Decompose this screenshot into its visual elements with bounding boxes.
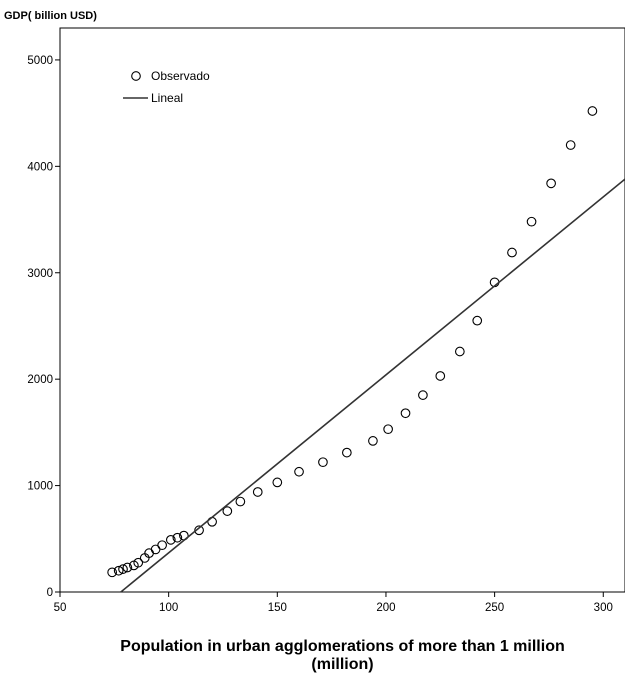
data-point — [222, 506, 233, 516]
data-point — [341, 447, 352, 458]
data-point — [383, 424, 393, 435]
data-point — [235, 496, 246, 507]
x-tick-label: 100 — [159, 602, 178, 614]
legend-point-symbol — [131, 71, 141, 81]
y-tick-label: 0 — [47, 587, 53, 599]
data-point — [526, 216, 537, 227]
legend-label-line: Lineal — [151, 91, 183, 105]
data-point — [418, 390, 428, 400]
data-point — [252, 487, 263, 497]
x-tick-label: 50 — [54, 602, 67, 614]
data-point — [118, 564, 128, 574]
x-tick-label: 150 — [268, 602, 287, 614]
data-point — [435, 371, 446, 381]
plot-frame — [59, 27, 625, 593]
data-point — [507, 247, 517, 258]
y-tick-label: 2000 — [27, 374, 53, 386]
x-tick-label: 300 — [594, 602, 613, 614]
chart-marks — [107, 106, 625, 592]
y-tick-label: 3000 — [27, 268, 53, 280]
data-point — [368, 436, 378, 446]
legend-label-points: Observado — [151, 69, 210, 83]
y-tick-label: 1000 — [27, 481, 53, 493]
x-tick-label: 200 — [376, 602, 395, 614]
data-point — [165, 535, 176, 545]
y-tick-label: 4000 — [27, 161, 53, 173]
fit-line — [120, 178, 625, 592]
data-point — [150, 544, 161, 555]
data-point — [472, 315, 483, 326]
data-point — [113, 565, 124, 576]
data-point — [194, 525, 204, 536]
data-point — [318, 457, 328, 468]
data-point — [157, 540, 167, 551]
y-axis-title: GDP( billion USD) — [4, 10, 97, 22]
x-axis-title-line2: (million) — [311, 656, 374, 673]
data-point — [565, 140, 576, 150]
data-point — [122, 562, 133, 573]
legend: Observado Lineal — [123, 69, 210, 105]
data-point — [107, 567, 118, 578]
x-axis-title: Population in urban agglomerations of mo… — [60, 638, 625, 674]
x-axis-title-line1: Population in urban agglomerations of mo… — [120, 638, 565, 655]
data-point — [587, 106, 598, 116]
x-tick-label: 250 — [485, 602, 504, 614]
data-point — [272, 477, 283, 488]
data-point — [546, 178, 556, 189]
data-point — [172, 532, 183, 543]
data-point — [454, 346, 465, 357]
data-point — [400, 408, 411, 419]
data-point — [294, 466, 304, 477]
y-tick-label: 5000 — [27, 55, 53, 67]
data-point — [133, 557, 144, 568]
